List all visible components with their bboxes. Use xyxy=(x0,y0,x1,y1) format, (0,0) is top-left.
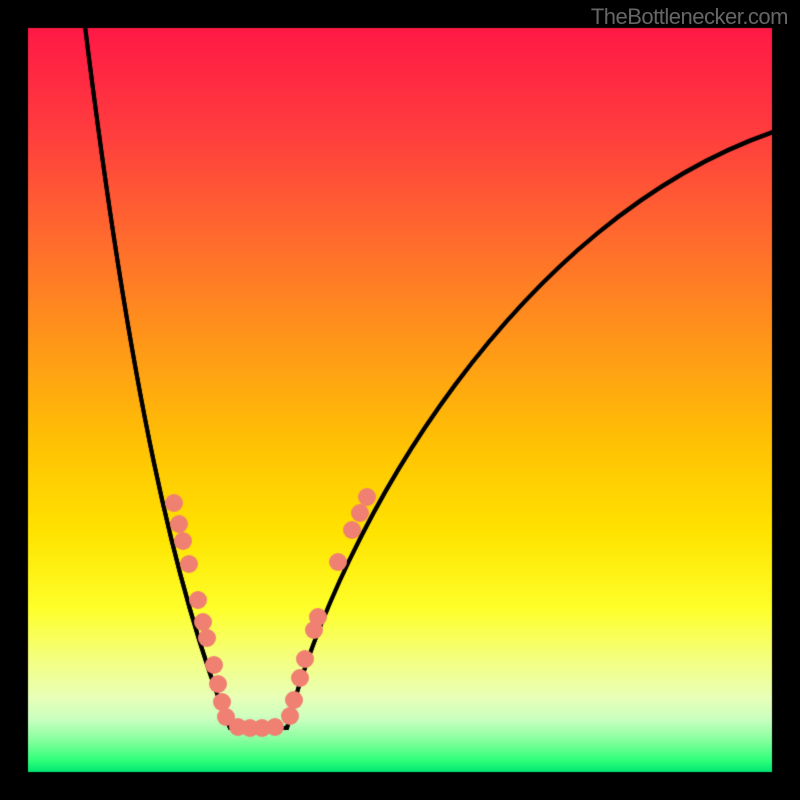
bottleneck-chart-canvas xyxy=(0,0,800,800)
watermark-text: TheBottlenecker.com xyxy=(591,4,788,30)
